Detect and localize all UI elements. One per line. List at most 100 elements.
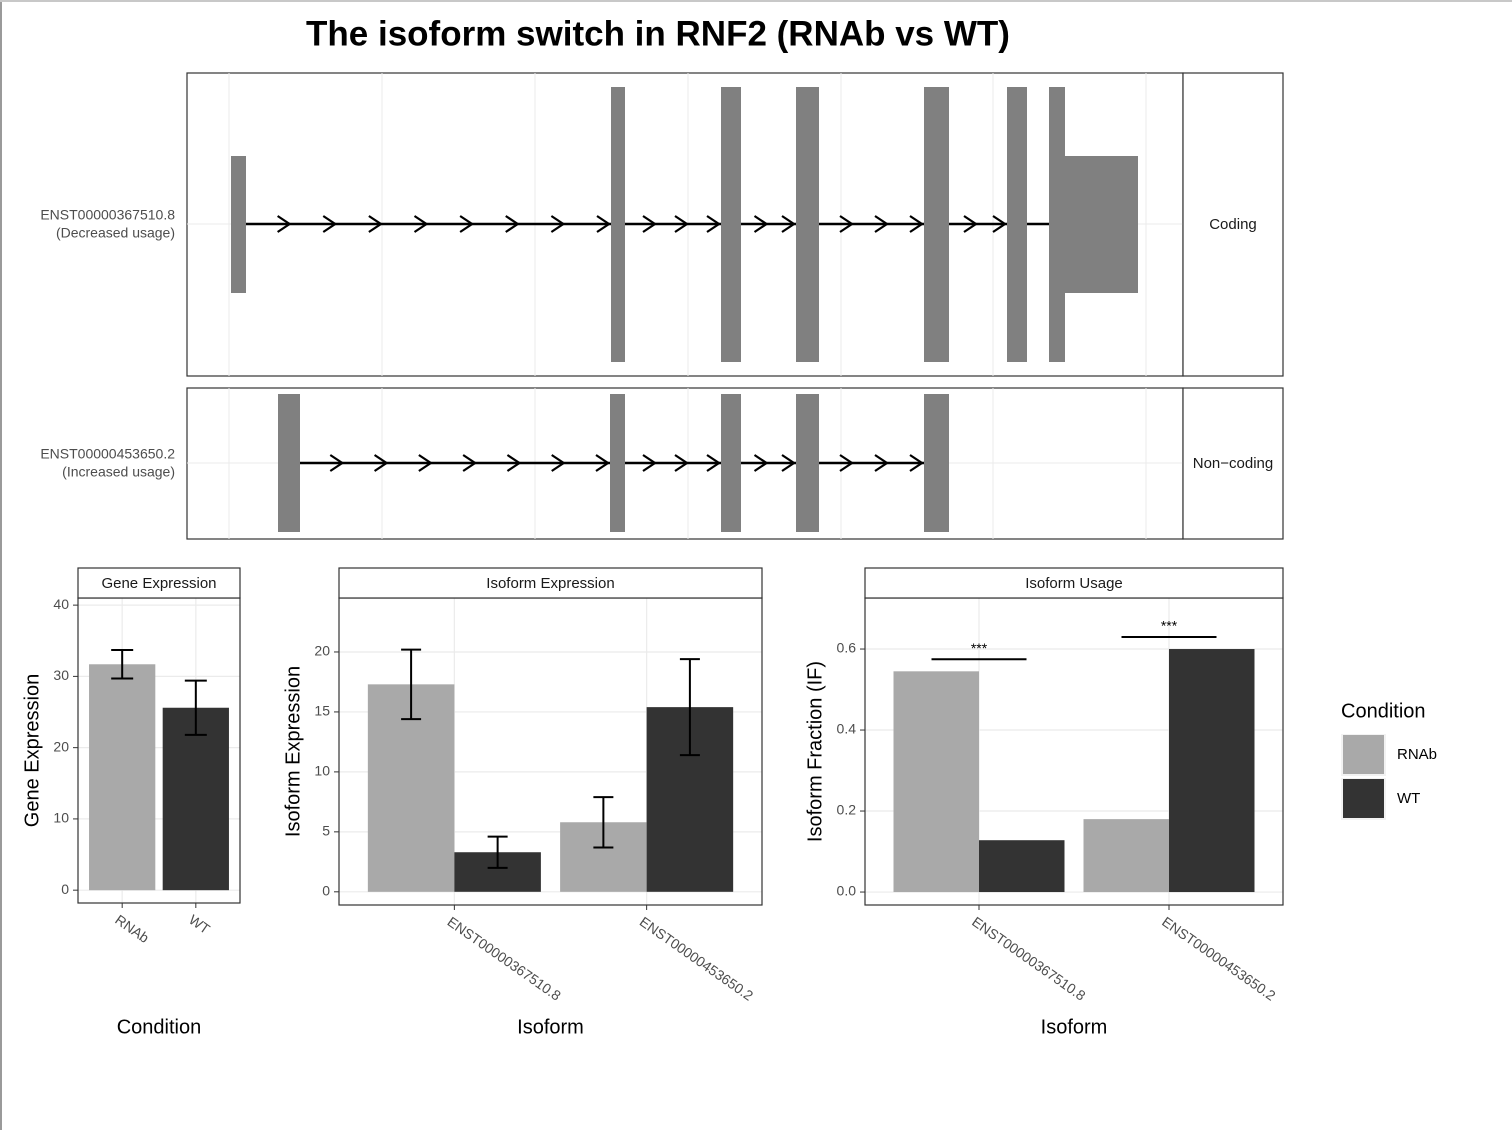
strip: [77, 567, 241, 599]
x-tick-label: ENST00000367510.8: [969, 913, 1089, 1003]
strip: [338, 567, 763, 599]
facet-label: Non−coding: [1193, 455, 1273, 472]
y-tick-label: 10: [314, 763, 330, 779]
x-tick-label: ENST00000367510.8: [445, 913, 565, 1003]
facet-label: Coding: [1209, 216, 1257, 233]
y-tick-label: 0.4: [837, 721, 857, 737]
intron-arrow: [992, 215, 1007, 233]
intron-arrow: [368, 215, 383, 233]
intron-arrow: [753, 215, 769, 233]
exon: [611, 87, 625, 362]
facet-strip: [1182, 72, 1284, 377]
intron-arrow: [674, 454, 689, 472]
intron-arrow: [874, 215, 889, 233]
exon: [231, 156, 246, 293]
y-tick-label: 20: [53, 738, 69, 754]
exon: [796, 394, 819, 532]
intron-arrow: [909, 215, 924, 233]
intron-arrow: [674, 215, 689, 233]
y-tick-label: 0: [61, 881, 69, 897]
y-axis-title: Isoform Fraction (IF): [804, 661, 826, 842]
x-axis-title: Condition: [117, 1016, 202, 1038]
exon: [1007, 87, 1027, 362]
intron-arrow: [550, 215, 566, 233]
y-axis-title: Gene Expression: [21, 674, 43, 827]
intron-arrow: [909, 454, 924, 472]
intron-arrow: [706, 454, 721, 472]
strip: [864, 567, 1284, 599]
error-bar: [487, 835, 508, 869]
legend-label: WT: [1397, 790, 1420, 807]
exon: [1065, 156, 1138, 293]
bar: [162, 707, 229, 891]
intron-arrow: [505, 215, 520, 233]
exon: [924, 394, 949, 532]
x-tick-label: ENST00000453650.2: [637, 913, 757, 1003]
intron-arrow: [277, 215, 292, 233]
legend-title: Condition: [1341, 700, 1426, 722]
intron-arrow: [459, 215, 475, 233]
y-tick-label: 15: [314, 703, 330, 719]
transcript-usage: (Decreased usage): [56, 225, 175, 241]
error-bar: [401, 648, 422, 721]
intron-arrow: [781, 454, 796, 472]
intron-arrow: [373, 454, 389, 472]
intron-arrow: [839, 215, 854, 233]
x-tick-label: ENST00000453650.2: [1159, 913, 1279, 1003]
intron-arrow: [874, 454, 889, 472]
intron-arrow: [462, 454, 478, 472]
intron-arrow: [642, 454, 657, 472]
significance-label: ***: [971, 640, 988, 656]
x-tick-label: WT: [186, 911, 213, 937]
intron-arrow: [595, 454, 610, 472]
intron-arrow: [706, 215, 721, 233]
error-bar: [593, 796, 614, 849]
y-tick-label: 30: [53, 667, 69, 683]
bar: [979, 840, 1065, 893]
panel-title: Gene Expression: [101, 575, 216, 592]
y-tick-label: 5: [322, 823, 330, 839]
panel-title: Isoform Usage: [1025, 575, 1123, 592]
y-tick-label: 20: [314, 643, 330, 659]
intron-arrow: [781, 215, 796, 233]
legend-label: RNAb: [1397, 746, 1437, 763]
exon: [721, 87, 741, 362]
intron-arrow: [839, 454, 854, 472]
bar: [89, 664, 156, 891]
intron-arrow: [322, 215, 338, 233]
bar: [893, 671, 979, 893]
exon: [721, 394, 741, 532]
intron-arrow: [596, 215, 611, 233]
significance-label: ***: [1161, 618, 1178, 634]
x-axis-title: Isoform: [1041, 1016, 1108, 1038]
intron-arrow: [963, 215, 978, 233]
bar: [1083, 819, 1169, 893]
error-bar: [111, 649, 134, 680]
y-tick-label: 10: [53, 810, 69, 826]
transcript-usage: (Increased usage): [62, 464, 175, 480]
exon: [610, 394, 625, 532]
intron-arrow: [551, 454, 566, 472]
panel-title: Isoform Expression: [486, 575, 614, 592]
y-tick-label: 0.0: [837, 883, 857, 899]
y-tick-label: 0.2: [837, 802, 857, 818]
bar: [1169, 649, 1255, 893]
intron-arrow: [506, 454, 522, 472]
figure-title: The isoform switch in RNF2 (RNAb vs WT): [306, 14, 1010, 53]
exon: [796, 87, 819, 362]
intron-arrow: [413, 215, 429, 233]
intron-arrow: [642, 215, 657, 233]
intron-arrow: [753, 454, 769, 472]
exon: [924, 87, 949, 362]
transcript-name: ENST00000453650.2: [40, 446, 175, 462]
exon: [1049, 87, 1065, 362]
error-bar: [184, 679, 207, 736]
exon: [278, 394, 300, 532]
x-tick-label: RNAb: [112, 911, 152, 946]
y-tick-label: 0: [322, 883, 330, 899]
error-bar: [679, 658, 700, 757]
legend-swatch: [1343, 779, 1384, 818]
intron-arrow: [418, 454, 433, 472]
y-axis-title: Isoform Expression: [282, 666, 304, 837]
